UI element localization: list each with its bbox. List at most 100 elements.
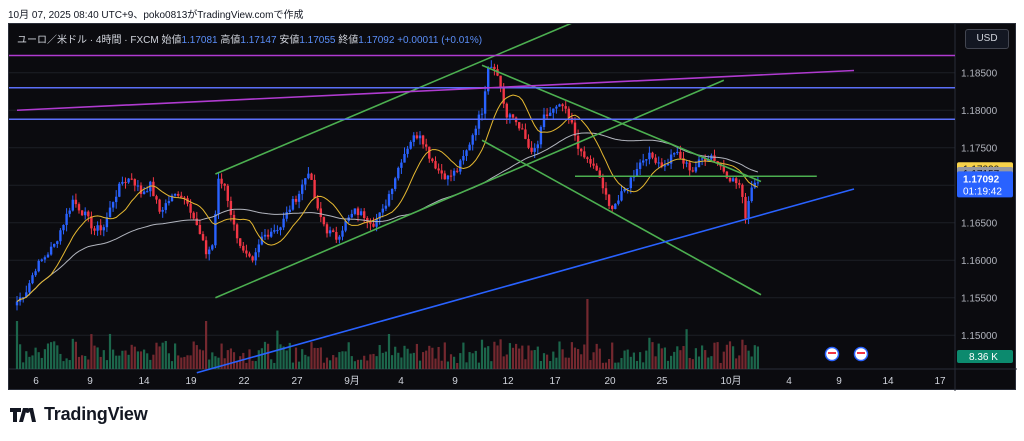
volume-bar [152, 354, 155, 369]
volume-bar [415, 343, 418, 369]
candle-body [502, 88, 505, 104]
volume-bar [645, 350, 648, 369]
candle-body [124, 181, 127, 183]
price-chart[interactable]: 1.185001.180001.175001.170001.165001.160… [9, 24, 1017, 391]
brand-logo[interactable]: TradingView [10, 404, 148, 425]
volume-bar [716, 342, 719, 369]
candle-body [59, 230, 62, 242]
volume-bar [186, 355, 189, 369]
volume-bar [598, 348, 601, 369]
symbol-label: ユーロ／米ドル · 4時間 · FXCM [17, 35, 159, 46]
candle-body [356, 208, 360, 215]
y-tick-label: 1.15500 [961, 293, 998, 304]
candle-body [96, 225, 99, 231]
candle-body [415, 135, 419, 139]
volume-bar [254, 361, 257, 369]
candle-body [313, 179, 316, 199]
volume-bar [90, 334, 93, 369]
channel-line [215, 24, 572, 175]
volume-bar [549, 361, 552, 369]
candle-body [660, 162, 663, 167]
volume-bar [623, 350, 626, 369]
volume-bar [127, 354, 130, 369]
candle-body [363, 211, 366, 218]
candle-body [456, 170, 459, 172]
volume-bar [679, 350, 682, 369]
candle-body [741, 184, 744, 197]
tradingview-logo-icon [10, 407, 36, 422]
volume-bar [471, 353, 474, 369]
volume-bar [502, 356, 505, 369]
volume-bar [657, 343, 660, 369]
candle-body [431, 158, 434, 162]
currency-button[interactable]: USD [965, 29, 1009, 49]
volume-bar [99, 356, 102, 369]
candle-body [750, 187, 753, 202]
candle-body [211, 245, 214, 250]
candle-body [446, 175, 450, 180]
candle-body [440, 170, 443, 174]
volume-bar [642, 362, 645, 369]
high-value: 1.17147 [240, 35, 277, 46]
candle-body [421, 135, 425, 145]
x-tick-label: 9 [836, 376, 842, 387]
high-label: 高値 [220, 35, 241, 46]
volume-bar [121, 350, 124, 369]
candle-body [629, 177, 632, 189]
volume-bar [279, 344, 282, 369]
candle-body [589, 158, 592, 164]
candle-body [611, 205, 614, 209]
candle-body [254, 252, 257, 261]
chart-panel[interactable]: 1.185001.180001.175001.170001.165001.160… [8, 23, 1017, 391]
chart-caption: 10月 07, 2025 08:40 UTC+9、poko0813がTradin… [8, 10, 304, 21]
volume-bar [282, 346, 285, 369]
candle-body [704, 158, 707, 162]
candle-body [68, 210, 71, 214]
candle-body [282, 218, 285, 228]
candle-body [471, 135, 474, 145]
flag-stripe [857, 352, 865, 354]
volume-bar [236, 360, 239, 369]
y-tick-label: 1.18000 [961, 106, 998, 117]
candle-body [369, 221, 372, 224]
volume-bar [707, 357, 710, 369]
candle-body [586, 157, 589, 159]
x-tick-label: 9 [452, 376, 458, 387]
volume-bar [170, 361, 174, 369]
volume-bar [546, 354, 549, 369]
candle-body [428, 146, 431, 159]
candle-body [273, 230, 276, 232]
volume-bar [301, 349, 304, 369]
volume-bar [229, 348, 232, 369]
volume-bar [260, 348, 263, 369]
channel-line [215, 79, 725, 299]
volume-bar [440, 360, 443, 369]
volume-bar [511, 347, 515, 369]
volume-bar [524, 359, 527, 369]
volume-bar [412, 352, 415, 369]
volume-bar [635, 360, 639, 369]
volume-bar [604, 362, 608, 369]
x-tick-label: 17 [934, 376, 946, 387]
candle-body [648, 152, 651, 160]
candle-body [155, 196, 158, 200]
candle-body [425, 144, 428, 147]
volume-bar [40, 357, 43, 369]
volume-bar [722, 351, 725, 369]
volume-bar [356, 359, 360, 369]
candle-body [505, 103, 508, 118]
volume-bar [663, 347, 666, 369]
candle-body [217, 178, 220, 214]
candle-body [508, 114, 512, 118]
volume-bar [719, 362, 722, 369]
volume-bar [353, 361, 356, 369]
candle-body [177, 193, 180, 196]
volume-bar [617, 362, 620, 369]
volume-bar [555, 357, 558, 369]
candle-body [341, 230, 344, 237]
candle-body [307, 173, 310, 179]
brand-name: TradingView [44, 404, 148, 424]
volume-bar [294, 347, 298, 369]
x-tick-label: 14 [882, 376, 894, 387]
volume-bar [508, 343, 511, 369]
